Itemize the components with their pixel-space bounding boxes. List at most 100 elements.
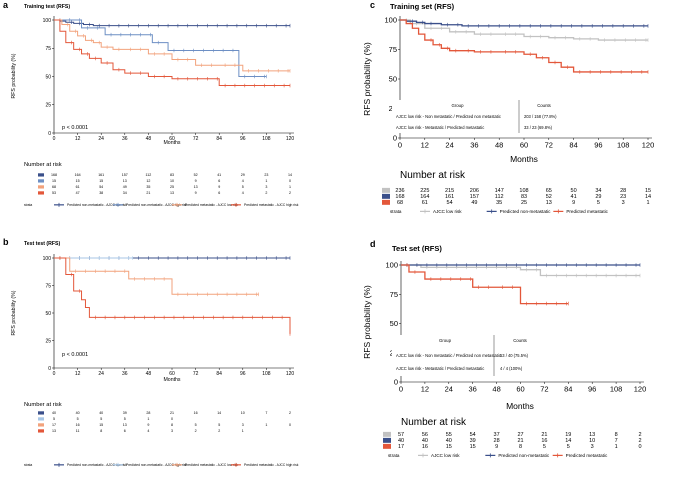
table-bg — [392, 335, 546, 376]
risk-value: 8 — [519, 444, 522, 450]
km-curve-1 — [54, 19, 267, 77]
x-tick-label: 120 — [634, 385, 647, 394]
risk-value: 236 — [395, 188, 404, 194]
risk-value: 3 — [242, 423, 244, 427]
x-tick-label: 72 — [193, 371, 199, 377]
risk-value: 168 — [51, 173, 57, 177]
risk-value: 8 — [615, 432, 618, 438]
x-tick-label: 108 — [262, 371, 271, 377]
legend-item: Predicted non-metastatic — [498, 453, 550, 458]
legend-item: Predicted non-metastatic — [500, 209, 552, 214]
risk-value: 112 — [146, 173, 152, 177]
y-axis-label: RFS probability (%) — [11, 290, 17, 335]
legend-item: AJCC low risk — [433, 209, 462, 214]
x-tick-label: 120 — [286, 371, 295, 377]
risk-value: 57 — [398, 432, 404, 438]
risk-value: 6 — [218, 191, 220, 195]
y-tick-label: 50 — [390, 319, 398, 328]
y-tick-label: 50 — [389, 75, 397, 84]
risk-table-title: Number at risk — [24, 162, 62, 168]
x-axis-label: Months — [163, 377, 180, 383]
risk-value: 3 — [622, 200, 625, 206]
risk-value: 13 — [123, 423, 127, 427]
table-row-count: 33 / 23 (69.8%) — [524, 125, 553, 130]
y-tick-label: 100 — [43, 18, 52, 24]
risk-value: 15 — [99, 423, 103, 427]
risk-value: 55 — [446, 432, 452, 438]
risk-value: 4 — [242, 191, 244, 195]
table-row-count: 203 / 158 (77.8%) — [524, 114, 557, 119]
risk-value: 47 — [76, 191, 80, 195]
x-axis-label: Months — [163, 140, 180, 146]
risk-value: 9 — [195, 191, 197, 195]
risk-value: 5 — [100, 417, 102, 421]
y-axis-label: RFS probability (%) — [11, 53, 17, 98]
panel-letter: a — [3, 0, 9, 10]
risk-value: 6 — [124, 429, 126, 433]
table-row-group: AJCC low risk - Metastatic / Predicted m… — [396, 366, 484, 371]
risk-value: 7 — [265, 411, 267, 415]
x-tick-label: 72 — [545, 141, 553, 150]
risk-value: 2 — [638, 432, 641, 438]
table-row-group: AJCC low risk - Non metastatic / Predict… — [396, 114, 501, 119]
table-header-counts: Counts — [537, 103, 551, 108]
risk-value: 61 — [422, 200, 428, 206]
risk-row-swatch — [38, 411, 44, 415]
risk-value: 56 — [422, 432, 428, 438]
risk-value: 17 — [52, 423, 56, 427]
risk-value: 168 — [395, 194, 404, 200]
risk-value: 2 — [289, 191, 291, 195]
risk-value: 39 — [123, 411, 127, 415]
risk-value: 147 — [495, 188, 504, 194]
risk-value: 0 — [171, 417, 173, 421]
x-tick-label: 24 — [445, 141, 453, 150]
y-axis-label: RFS probability (%) — [362, 42, 372, 116]
risk-value: 35 — [496, 200, 502, 206]
risk-value: 6 — [218, 179, 220, 183]
risk-value: 15 — [470, 444, 476, 450]
y-tick-label: 50 — [45, 74, 51, 80]
x-tick-label: 72 — [193, 136, 199, 142]
risk-row-swatch — [382, 193, 390, 199]
x-tick-label: 12 — [75, 371, 81, 377]
chart-title: Test test (RFS) — [24, 241, 60, 247]
panel-letter: c — [370, 0, 375, 10]
p-value: p < 0.0001 — [62, 352, 88, 358]
y-tick-label: 0 — [48, 131, 51, 137]
risk-row-swatch — [382, 187, 390, 193]
risk-row-swatch — [383, 431, 391, 437]
chart-title: Training set (RFS) — [390, 2, 455, 11]
x-tick-label: 108 — [610, 385, 623, 394]
risk-value: 13 — [52, 429, 56, 433]
risk-value: 21 — [146, 191, 150, 195]
y-axis-label: RFS probability (%) — [362, 285, 372, 359]
x-tick-label: 72 — [540, 385, 548, 394]
risk-value: 21 — [170, 411, 174, 415]
risk-value: 161 — [445, 194, 454, 200]
risk-value: 5 — [77, 417, 79, 421]
km-curve-1 — [400, 19, 648, 27]
risk-value: 9 — [195, 179, 197, 183]
risk-value: 23 — [620, 194, 626, 200]
x-tick-label: 12 — [75, 136, 81, 142]
risk-value: 2 — [195, 429, 197, 433]
risk-row-swatch — [38, 185, 44, 189]
risk-value: 54 — [470, 432, 476, 438]
x-tick-label: 24 — [445, 385, 453, 394]
risk-value: 41 — [571, 194, 577, 200]
chart-title: Training test (RFS) — [24, 4, 70, 10]
risk-value: 3 — [265, 185, 267, 189]
x-tick-label: 60 — [520, 141, 528, 150]
risk-value: 52 — [546, 194, 552, 200]
risk-value: 14 — [288, 173, 292, 177]
risk-value: 39 — [470, 438, 476, 444]
risk-value: 0 — [289, 179, 291, 183]
x-tick-label: 0 — [53, 371, 56, 377]
y-tick-label: 50 — [45, 311, 51, 317]
risk-value: 4 — [147, 429, 149, 433]
legend-item: AJCC low risk — [431, 453, 460, 458]
risk-value: 5 — [597, 200, 600, 206]
legend-item: Predicted metastatic - AJCC high risk — [244, 463, 299, 467]
risk-value: 164 — [420, 194, 429, 200]
risk-value: 21 — [541, 432, 547, 438]
